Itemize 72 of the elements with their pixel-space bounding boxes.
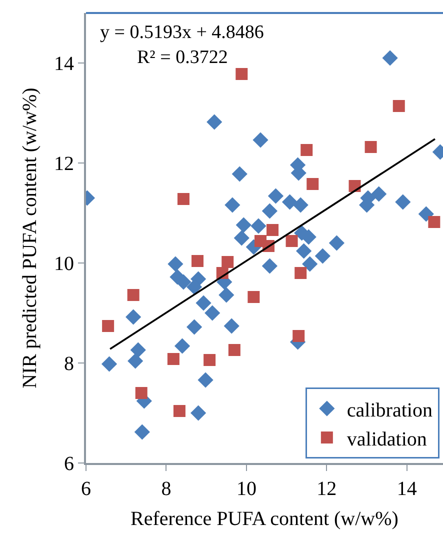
point (224, 197, 240, 213)
point (236, 217, 252, 233)
x-tick-label: 8 (161, 478, 172, 500)
point (228, 344, 240, 356)
annotation: R² = 0.3722 (137, 47, 228, 68)
point (232, 166, 248, 182)
point (371, 186, 387, 202)
y-tick-label: 8 (64, 353, 74, 375)
point (395, 194, 411, 210)
point (204, 305, 220, 321)
point (268, 188, 284, 204)
point (126, 309, 142, 325)
y-tick-label: 10 (54, 253, 74, 275)
y-tick-label: 14 (54, 53, 74, 75)
point (234, 230, 250, 246)
point (177, 193, 190, 205)
point (167, 353, 180, 365)
point (168, 256, 184, 272)
x-tick-label: 10 (236, 478, 256, 500)
x-tick-label: 14 (396, 478, 417, 500)
point (173, 405, 186, 417)
point (198, 372, 214, 388)
point (190, 405, 206, 421)
point (224, 318, 240, 334)
point (428, 216, 440, 228)
point (292, 197, 308, 213)
point (364, 141, 377, 153)
point (306, 178, 319, 190)
x-axis-title: Reference PUFA content (w/w%) (130, 508, 398, 530)
point (382, 50, 398, 66)
point (418, 206, 434, 222)
legend-label: validation (346, 428, 427, 450)
point (186, 319, 202, 335)
point (134, 424, 150, 440)
point (248, 291, 260, 303)
point (174, 338, 190, 354)
point (130, 342, 146, 358)
x-tick-label: 12 (316, 478, 337, 500)
point (204, 354, 216, 366)
point (236, 68, 248, 80)
point (186, 279, 202, 295)
y-axis-title: NIR predicted PUFA content (w/w%) (19, 88, 41, 388)
point (252, 132, 268, 148)
point (296, 243, 312, 259)
point (314, 248, 330, 264)
point (218, 287, 234, 303)
point (294, 267, 307, 279)
point (101, 356, 118, 372)
point (302, 256, 318, 272)
point (206, 114, 222, 130)
point (292, 330, 305, 342)
point (266, 224, 279, 236)
point (328, 235, 344, 251)
point (196, 295, 212, 311)
point (392, 100, 405, 112)
point (102, 320, 114, 332)
point (300, 144, 313, 156)
point (262, 258, 278, 274)
y-tick-label: 12 (54, 153, 74, 175)
point (192, 255, 204, 267)
point (286, 235, 298, 247)
point (135, 387, 148, 399)
point (282, 194, 298, 210)
point (127, 289, 140, 301)
point (250, 218, 266, 234)
annotation: y = 0.5193x + 4.8486 (100, 22, 264, 43)
x-tick-label: 6 (81, 478, 91, 500)
legend-label: calibration (346, 399, 432, 422)
point (222, 256, 234, 268)
point (262, 203, 278, 219)
y-tick-label: 6 (64, 453, 74, 475)
point (128, 353, 144, 369)
